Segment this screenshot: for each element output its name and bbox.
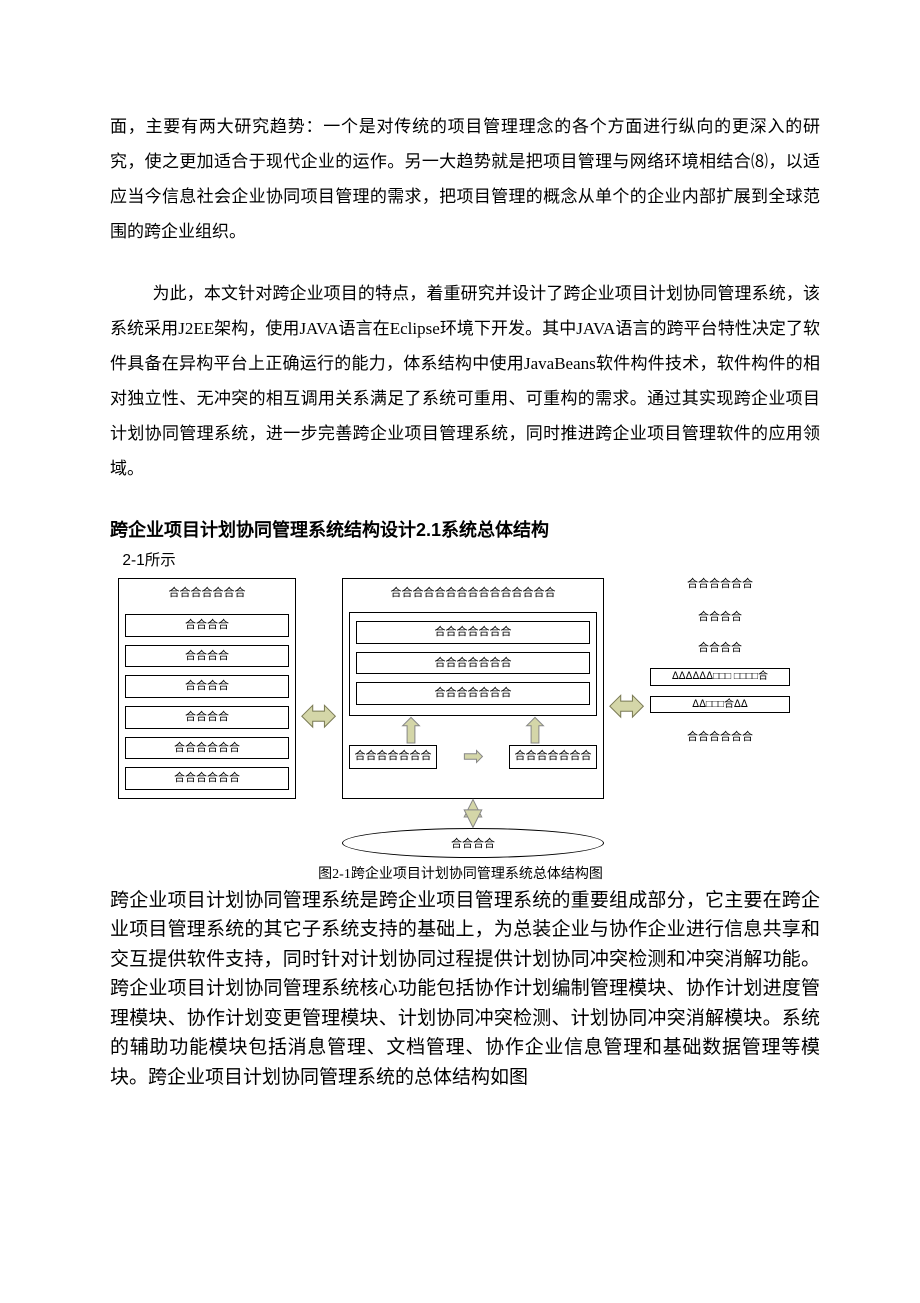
right-item: 合合合合: [650, 607, 790, 628]
figure-ref: 2-1所示: [122, 548, 820, 570]
left-item: 合合合合: [125, 675, 289, 698]
right-head: 合合合合合合: [650, 578, 790, 597]
mid-inner-item: 合合合合合合合: [356, 621, 590, 644]
left-item: 合合合合合合: [125, 767, 289, 790]
body-paragraph: 跨企业项目计划协同管理系统是跨企业项目管理系统的重要组成部分，它主要在跨企业项目…: [110, 886, 820, 1092]
left-item: 合合合合: [125, 645, 289, 668]
left-item: 合合合合合合: [125, 737, 289, 760]
section-heading: 跨企业项目计划协同管理系统结构设计2.1系统总体结构: [110, 516, 820, 542]
arrow-updown-icon: ▲▼: [342, 803, 604, 824]
left-item: 合合合合: [125, 706, 289, 729]
diagram-2-1: 合合合合合合合 合合合合 合合合合 合合合合 合合合合 合合合合合合 合合合合合…: [118, 578, 803, 857]
left-head: 合合合合合合合: [125, 587, 289, 606]
right-item: ᐃᐃ□□□合ᐃᐃ: [650, 696, 790, 714]
mid-inner-item: 合合合合合合合: [356, 682, 590, 705]
mid-row-item: 合合合合合合合: [349, 745, 437, 769]
mid-head: 合合合合合合合合合合合合合合合: [349, 587, 597, 604]
diagram-right-col: 合合合合合合 合合合合 合合合合 ᐃᐃᐃᐃᐃᐃ□□□ □□□□合 ᐃᐃ□□□合ᐃ…: [650, 578, 790, 798]
diagram-mid-col: 合合合合合合合合合合合合合合合 合合合合合合合 合合合合合合合 合合合合合合合 …: [342, 578, 604, 798]
mid-row-item: 合合合合合合合: [509, 745, 597, 769]
mid-inner-item: 合合合合合合合: [356, 652, 590, 675]
right-item: ᐃᐃᐃᐃᐃᐃ□□□ □□□□合: [650, 668, 790, 686]
arrow-leftright-icon: ⬌: [609, 698, 646, 713]
mid-bottom-row: 合合合合合合合 ➡ 合合合合合合合: [349, 745, 597, 769]
diagram-left-col: 合合合合合合合 合合合合 合合合合 合合合合 合合合合 合合合合合合 合合合合合…: [118, 578, 296, 798]
right-item: 合合合合: [650, 638, 790, 659]
mid-inner: 合合合合合合合 合合合合合合合 合合合合合合合: [349, 612, 597, 716]
arrow-up-icon: ⬆: [397, 724, 426, 741]
right-item: 合合合合合合: [650, 727, 790, 748]
arrows-left-mid: ⬌: [296, 688, 342, 742]
arrow-up-icon: ⬆: [521, 724, 550, 741]
figure-caption: 图2-1跨企业项目计划协同管理系统总体结构图: [118, 863, 803, 883]
paragraph-1: 面，主要有两大研究趋势：一个是对传统的项目管理理念的各个方面进行纵向的更深入的研…: [110, 110, 820, 249]
arrow-leftright-icon: ⬌: [301, 708, 338, 723]
arrow-right-icon: ➡: [463, 745, 483, 769]
left-item: 合合合合: [125, 614, 289, 637]
paragraph-2: 为此，本文针对跨企业项目的特点，着重研究并设计了跨企业项目计划协同管理系统，该系…: [110, 277, 820, 486]
arrows-mid-right: ⬌: [604, 678, 650, 732]
